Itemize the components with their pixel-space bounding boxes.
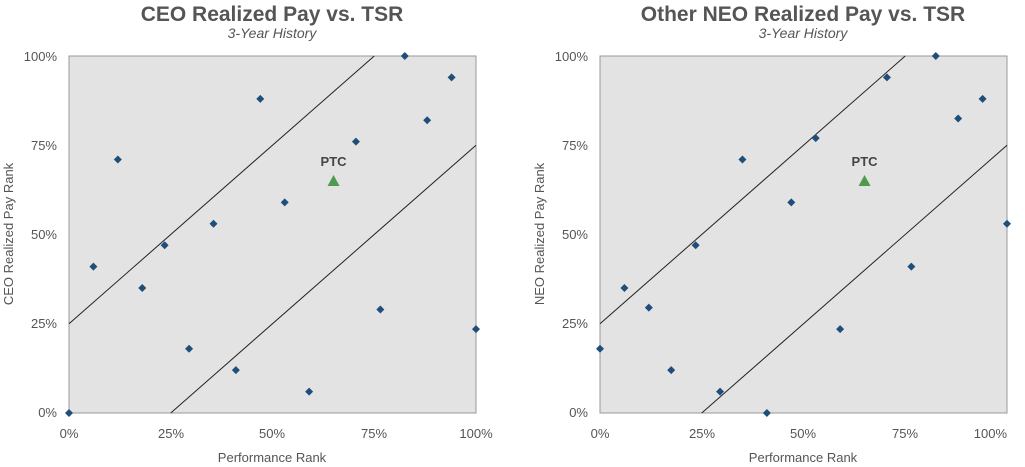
plot-area: [599, 55, 1008, 414]
data-point: [931, 52, 940, 60]
data-point: [305, 387, 314, 396]
reference-line: [68, 55, 375, 325]
data-point: [644, 303, 653, 312]
data-point: [113, 155, 122, 164]
ptc-marker: [858, 174, 871, 186]
chart-title: CEO Realized Pay vs. TSR: [141, 3, 404, 26]
data-point: [907, 262, 916, 271]
chart-subtitle: 3-Year History: [228, 25, 318, 41]
data-point: [620, 284, 629, 293]
data-point: [256, 94, 265, 103]
data-point: [691, 241, 700, 250]
x-tick-label: 50%: [790, 426, 816, 441]
x-tick-label: 25%: [689, 426, 715, 441]
y-tick-label: 25%: [31, 316, 57, 331]
x-axis-label: Performance Rank: [749, 450, 858, 465]
data-point: [1003, 219, 1011, 228]
data-point: [280, 198, 289, 207]
data-point: [716, 387, 725, 396]
chart-neo: Other NEO Realized Pay vs. TSR 3-Year Hi…: [532, 3, 1011, 465]
y-axis-label: NEO Realized Pay Rank: [532, 162, 547, 305]
data-point: [351, 137, 360, 146]
x-tick-label: 75%: [892, 426, 918, 441]
reference-line: [170, 144, 477, 414]
x-axis-label: Performance Rank: [218, 450, 327, 465]
x-tick-label: 100%: [459, 426, 493, 441]
chart-subtitle: 3-Year History: [759, 25, 849, 41]
x-tick-label: 50%: [259, 426, 285, 441]
x-tick-label: 75%: [361, 426, 387, 441]
x-tick-label: 25%: [158, 426, 184, 441]
data-point: [882, 73, 891, 82]
data-point: [762, 409, 771, 417]
data-point: [596, 344, 604, 353]
data-point: [65, 409, 73, 417]
reference-line: [701, 144, 1008, 414]
chart-ceo: CEO Realized Pay vs. TSR 3-Year History …: [1, 3, 493, 465]
data-point: [400, 52, 409, 60]
x-tick-label: 100%: [974, 426, 1008, 441]
reference-line: [599, 55, 906, 325]
data-point: [231, 366, 240, 375]
y-axis-label: CEO Realized Pay Rank: [1, 162, 16, 305]
data-point: [423, 116, 432, 125]
y-tick-label: 50%: [562, 227, 588, 242]
data-point: [376, 305, 385, 314]
x-tick-label: 0%: [60, 426, 79, 441]
data-point: [89, 262, 98, 271]
data-point: [447, 73, 456, 82]
chart-title: Other NEO Realized Pay vs. TSR: [641, 3, 965, 26]
y-tick-label: 100%: [24, 49, 58, 64]
y-tick-label: 75%: [562, 138, 588, 153]
y-tick-label: 75%: [31, 138, 57, 153]
data-point: [160, 241, 169, 250]
data-point: [138, 284, 147, 293]
data-point: [738, 155, 747, 164]
data-point: [209, 219, 218, 228]
data-point: [836, 325, 845, 334]
y-tick-label: 50%: [31, 227, 57, 242]
data-point: [787, 198, 796, 207]
data-point: [811, 134, 820, 143]
data-point: [667, 366, 676, 375]
y-tick-label: 100%: [555, 49, 589, 64]
ptc-marker: [327, 174, 340, 186]
data-point: [185, 344, 194, 353]
ptc-label: PTC: [321, 154, 348, 169]
x-tick-label: 0%: [591, 426, 610, 441]
plot-area: [68, 55, 477, 414]
y-tick-label: 0%: [569, 405, 588, 420]
ptc-label: PTC: [852, 154, 879, 169]
data-point: [978, 94, 987, 103]
y-tick-label: 25%: [562, 316, 588, 331]
data-point: [472, 325, 480, 334]
data-point: [954, 114, 963, 123]
y-tick-label: 0%: [38, 405, 57, 420]
